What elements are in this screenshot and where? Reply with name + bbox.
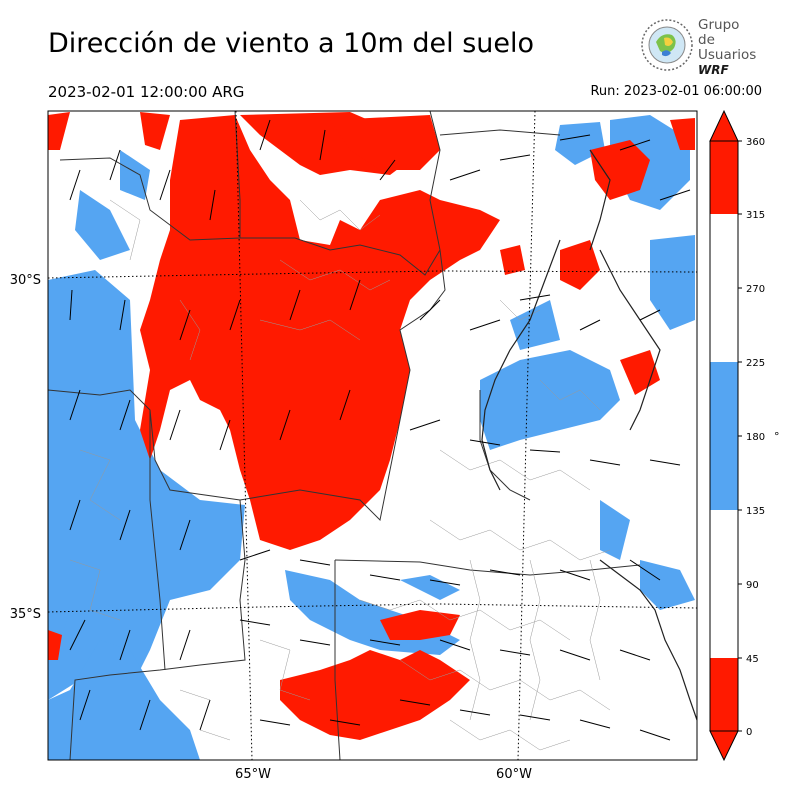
map-area xyxy=(48,111,697,760)
lon-label-60w: 60°W xyxy=(496,767,532,782)
logo-line-2: Usuarios xyxy=(698,47,757,63)
colorbar-tick-360: 360 xyxy=(746,137,765,148)
logo-line-1: Grupo de xyxy=(698,17,740,48)
colorbar-segment-45-135 xyxy=(710,510,738,658)
run-time: Run: 2023-02-01 06:00:00 xyxy=(590,84,762,99)
graticule xyxy=(48,111,697,760)
north-wind-regions xyxy=(48,112,695,740)
colorbar-bottom-extension xyxy=(709,730,739,762)
river-lines xyxy=(481,149,697,721)
colorbar-tick-315: 315 xyxy=(746,210,765,221)
colorbar-tick-90: 90 xyxy=(746,580,759,591)
lat-label-30s: 30°S xyxy=(10,273,41,288)
lon-label-65w: 65°W xyxy=(235,767,271,782)
colorbar-tick-225: 225 xyxy=(746,358,765,369)
colorbar-tick-180: 180 xyxy=(746,432,765,443)
south-wind-regions xyxy=(48,115,695,760)
colorbar-segment-315-360 xyxy=(710,141,738,214)
wrf-logo: Grupo de Usuarios WRF xyxy=(640,17,760,77)
colorbar-unit: ° xyxy=(774,430,780,443)
valid-time: 2023-02-01 12:00:00 ARG xyxy=(48,83,245,101)
globe-icon xyxy=(641,19,693,71)
colorbar: 0 45 90 135 180 225 270 315 360 ° xyxy=(709,109,780,762)
lat-label-35s: 35°S xyxy=(10,607,41,622)
wind-arrows xyxy=(69,119,691,741)
province-borders xyxy=(48,111,641,760)
logo-line-3: WRF xyxy=(698,63,729,77)
colorbar-top-extension xyxy=(709,109,739,142)
colorbar-tick-135: 135 xyxy=(746,506,765,517)
map-frame xyxy=(47,110,698,761)
colorbar-tick-0: 0 xyxy=(746,727,752,738)
colorbar-segment-0-45 xyxy=(710,658,738,731)
colorbar-segment-135-225 xyxy=(710,362,738,510)
colorbar-tick-270: 270 xyxy=(746,284,765,295)
department-lines xyxy=(69,199,611,751)
colorbar-segment-225-315 xyxy=(710,214,738,362)
map-title: Dirección de viento a 10m del suelo xyxy=(48,28,535,59)
colorbar-tick-45: 45 xyxy=(746,654,759,665)
